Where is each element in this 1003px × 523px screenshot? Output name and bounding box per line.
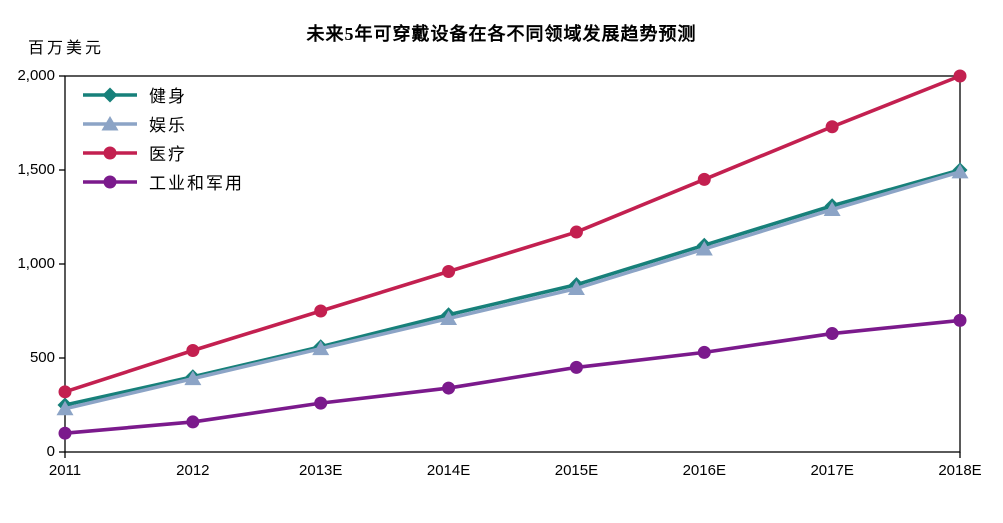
x-tick-label: 2013E <box>299 462 343 479</box>
series-line <box>63 318 962 436</box>
chart-title: 未来5年可穿戴设备在各不同领域发展趋势预测 <box>306 24 697 44</box>
y-tick-label: 500 <box>29 349 55 366</box>
legend-label: 健身 <box>149 87 187 106</box>
triangle-marker-icon <box>56 400 74 416</box>
x-tick-label: 2015E <box>554 462 599 479</box>
circle-marker-icon <box>58 426 72 440</box>
circle-marker-icon <box>697 345 711 359</box>
series-line <box>63 74 962 394</box>
triangle-marker-icon <box>951 163 969 179</box>
circle-marker-icon <box>442 381 456 395</box>
diamond-marker-icon <box>102 87 118 102</box>
series-line <box>63 170 962 411</box>
legend-label: 娱乐 <box>149 116 187 135</box>
legend-item: 工业和军用 <box>83 167 244 196</box>
y-tick-label: 1,000 <box>17 255 55 272</box>
legend-sample <box>83 115 137 130</box>
triangle-marker-icon <box>440 310 458 326</box>
circle-marker-icon <box>953 313 967 327</box>
legend-item: 医疗 <box>83 138 244 167</box>
triangle-marker-icon <box>567 280 585 295</box>
circle-marker-icon <box>314 304 328 318</box>
circle-marker-icon <box>825 327 839 341</box>
circle-marker-icon <box>569 225 583 239</box>
triangle-marker-icon <box>312 340 330 356</box>
circle-marker-icon <box>314 396 328 410</box>
circle-marker-icon <box>186 343 200 357</box>
triangle-marker-icon <box>101 115 119 130</box>
series-line <box>63 168 962 407</box>
triangle-marker-icon <box>184 370 202 386</box>
circle-marker-icon <box>825 120 839 134</box>
circle-marker-icon <box>103 175 117 188</box>
y-axis-unit-label: 百万美元 <box>28 40 105 57</box>
triangle-marker-icon <box>695 240 713 256</box>
x-tick-label: 2011 <box>48 462 82 479</box>
circle-marker-icon <box>103 146 117 159</box>
legend-item: 健身 <box>83 80 244 109</box>
circle-marker-icon <box>697 172 711 186</box>
legend-item: 娱乐 <box>83 109 244 138</box>
circle-marker-icon <box>186 415 200 429</box>
x-tick-label: 2014E <box>426 462 471 479</box>
y-tick-label: 0 <box>46 443 55 460</box>
x-tick-label: 2012 <box>176 462 210 479</box>
legend-sample <box>83 146 137 159</box>
circle-marker-icon <box>442 265 456 279</box>
legend: 健身娱乐医疗工业和军用 <box>83 80 244 196</box>
y-tick-label: 2,000 <box>17 67 55 84</box>
x-tick-label: 2018E <box>938 462 982 479</box>
circle-marker-icon <box>58 385 72 399</box>
x-tick-label: 2016E <box>682 462 726 479</box>
circle-marker-icon <box>569 360 583 374</box>
x-tick-label: 2017E <box>810 462 854 479</box>
legend-label: 工业和军用 <box>149 174 244 193</box>
circle-marker-icon <box>953 69 967 83</box>
triangle-marker-icon <box>823 201 841 216</box>
y-tick-label: 1,500 <box>17 161 55 178</box>
legend-sample <box>83 87 137 102</box>
legend-sample <box>83 175 137 188</box>
legend-label: 医疗 <box>149 145 187 164</box>
